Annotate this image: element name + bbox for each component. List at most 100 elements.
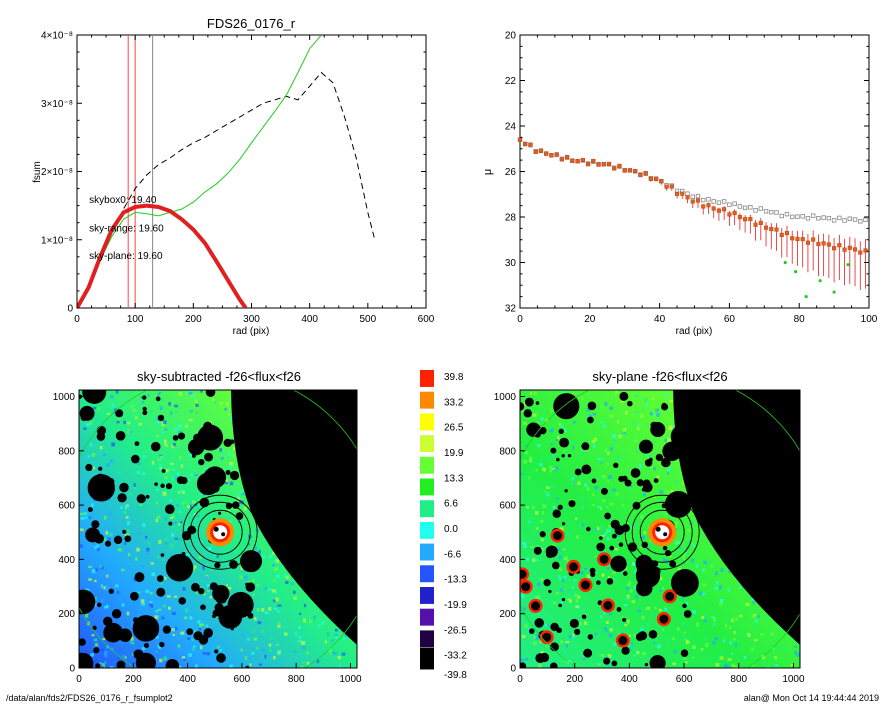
image-speckle (159, 658, 163, 663)
image-speckle (623, 603, 628, 607)
image-speckle (550, 454, 555, 459)
masked-source (573, 628, 581, 635)
masked-source (155, 396, 161, 402)
image-speckle (297, 639, 302, 642)
image-speckle (724, 623, 728, 628)
image-speckle (635, 449, 639, 453)
image-speckle (670, 490, 675, 493)
image-speckle (597, 505, 601, 508)
aperture-ring (631, 501, 693, 563)
image-speckle (185, 501, 188, 504)
image-speckle (206, 589, 211, 593)
image-speckle (175, 626, 178, 631)
image-speckle (173, 428, 178, 432)
image-speckle (659, 589, 662, 593)
image-speckle (91, 503, 94, 508)
masked-source (591, 478, 597, 484)
masked-source (520, 402, 525, 411)
masked-source (630, 468, 641, 478)
masked-source (198, 458, 205, 466)
image-speckle (91, 452, 96, 457)
masked-source (550, 622, 559, 632)
image-speckle (104, 653, 108, 658)
image-speckle (633, 439, 638, 443)
masked-source (216, 653, 226, 663)
image-speckle (534, 596, 538, 599)
image-speckle (728, 571, 731, 574)
image-speckle (137, 614, 141, 618)
image-speckle (176, 635, 180, 639)
image-speckle (326, 632, 330, 637)
image-speckle (568, 661, 572, 664)
image-speckle (731, 663, 735, 667)
masked-source (215, 594, 226, 604)
image-speckle (544, 624, 548, 627)
mu-point (826, 242, 831, 247)
sky-plane-x-tick-label: 0 (517, 674, 523, 685)
masked-region (231, 390, 357, 645)
image-speckle (719, 602, 723, 606)
image-speckle (182, 506, 186, 510)
image-speckle (243, 575, 248, 580)
masked-source (119, 482, 129, 493)
image-speckle (612, 434, 617, 438)
masked-source (245, 665, 250, 668)
masked-source (156, 587, 166, 597)
colorbar-label: 33.2 (444, 397, 464, 408)
fsum-xlabel: rad (pix) (233, 326, 270, 337)
image-speckle (147, 542, 151, 545)
image-speckle (164, 542, 169, 545)
image-speckle (550, 484, 554, 489)
image-speckle (150, 409, 154, 413)
masked-source (145, 494, 150, 499)
image-speckle (103, 515, 107, 520)
image-speckle (591, 606, 595, 610)
image-speckle (234, 467, 237, 471)
image-speckle (163, 517, 168, 521)
image-speckle (127, 520, 130, 525)
image-speckle (324, 640, 328, 644)
masked-source (581, 614, 587, 620)
image-speckle (529, 456, 533, 461)
image-speckle (637, 426, 640, 431)
image-speckle (575, 599, 579, 603)
sky-plane-x-tick-label: 200 (566, 674, 583, 685)
image-speckle (783, 647, 787, 651)
image-speckle (529, 391, 533, 395)
masked-source (204, 452, 213, 462)
image-speckle (753, 639, 758, 642)
image-speckle (542, 467, 545, 471)
image-speckle (642, 492, 646, 497)
image-speckle (261, 608, 265, 612)
image-speckle (637, 609, 641, 613)
image-speckle (672, 472, 675, 475)
image-speckle (542, 504, 547, 509)
image-speckle (635, 410, 639, 414)
image-speckle (568, 635, 572, 639)
masked-source (143, 642, 150, 649)
image-speckle (761, 655, 766, 659)
mu-point (769, 227, 774, 232)
image-speckle (254, 637, 257, 640)
image-speckle (558, 423, 562, 426)
image-speckle (549, 599, 554, 603)
masked-source (610, 555, 627, 572)
image-speckle (609, 628, 613, 632)
colorbar-label: -39.8 (444, 670, 467, 681)
image-speckle (564, 557, 567, 561)
masked-source (622, 617, 627, 622)
image-speckle (175, 410, 179, 414)
image-speckle (127, 533, 130, 536)
image-speckle (552, 469, 556, 472)
image-speckle (79, 528, 84, 532)
image-speckle (529, 459, 532, 463)
image-speckle (664, 439, 667, 442)
image-speckle (276, 559, 280, 563)
image-speckle (606, 455, 610, 459)
image-speckle (185, 608, 189, 613)
image-speckle (117, 548, 122, 552)
image-speckle (155, 609, 158, 613)
image-speckle (202, 566, 205, 570)
masked-source (663, 532, 668, 537)
image-speckle (568, 598, 572, 603)
